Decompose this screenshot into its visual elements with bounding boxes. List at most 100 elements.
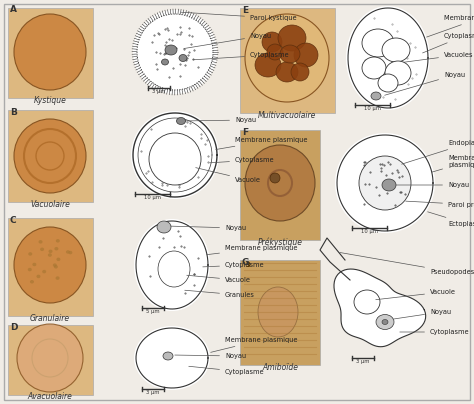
Text: Cytoplasme: Cytoplasme xyxy=(400,329,470,335)
Ellipse shape xyxy=(17,324,83,392)
Text: Noyau: Noyau xyxy=(169,225,246,231)
Ellipse shape xyxy=(267,44,283,60)
Text: A: A xyxy=(10,5,17,14)
Ellipse shape xyxy=(385,61,411,85)
Ellipse shape xyxy=(362,57,386,79)
Ellipse shape xyxy=(56,239,60,242)
Ellipse shape xyxy=(354,290,380,314)
Ellipse shape xyxy=(382,38,410,62)
Text: E: E xyxy=(242,6,248,15)
Text: Vacuoles: Vacuoles xyxy=(401,52,474,63)
Ellipse shape xyxy=(66,250,70,254)
FancyBboxPatch shape xyxy=(8,325,93,395)
Ellipse shape xyxy=(245,14,329,102)
Text: Membrane plasmique: Membrane plasmique xyxy=(207,245,298,255)
Text: B: B xyxy=(10,108,17,117)
Ellipse shape xyxy=(40,248,44,251)
Ellipse shape xyxy=(362,29,394,57)
Text: 10 µm: 10 µm xyxy=(144,195,161,200)
FancyBboxPatch shape xyxy=(8,8,93,98)
Ellipse shape xyxy=(54,265,58,269)
Text: Cytoplasme: Cytoplasme xyxy=(189,366,264,375)
Ellipse shape xyxy=(14,227,86,303)
Ellipse shape xyxy=(14,14,86,90)
Ellipse shape xyxy=(163,352,173,360)
Text: Cytoplasme: Cytoplasme xyxy=(203,262,264,268)
Text: Vacuolaire: Vacuolaire xyxy=(30,200,70,209)
Ellipse shape xyxy=(133,10,217,94)
FancyBboxPatch shape xyxy=(240,130,320,240)
Text: F: F xyxy=(242,128,248,137)
Text: Vacuole: Vacuole xyxy=(187,275,251,283)
Text: Membrane plasmique: Membrane plasmique xyxy=(216,137,308,149)
Ellipse shape xyxy=(278,25,306,51)
FancyBboxPatch shape xyxy=(8,218,93,316)
Ellipse shape xyxy=(335,133,435,233)
Text: 3 µm: 3 µm xyxy=(356,359,370,364)
Ellipse shape xyxy=(131,111,219,199)
Text: C: C xyxy=(10,216,17,225)
Text: G: G xyxy=(242,258,249,267)
Ellipse shape xyxy=(28,252,32,256)
Ellipse shape xyxy=(42,270,46,274)
Text: Granulaire: Granulaire xyxy=(30,314,70,323)
Text: Avacuolaire: Avacuolaire xyxy=(27,392,73,401)
Text: Granules: Granules xyxy=(185,290,255,298)
Ellipse shape xyxy=(176,118,185,124)
Text: Membrane plasmique: Membrane plasmique xyxy=(211,337,298,352)
Text: Vacuole: Vacuole xyxy=(196,168,261,183)
Ellipse shape xyxy=(376,314,394,330)
Ellipse shape xyxy=(14,119,86,193)
Ellipse shape xyxy=(258,287,298,337)
Ellipse shape xyxy=(371,92,381,100)
Ellipse shape xyxy=(158,251,190,287)
Text: 5 µm: 5 µm xyxy=(146,309,160,314)
Text: Cytoplasme: Cytoplasme xyxy=(193,52,290,60)
Ellipse shape xyxy=(28,268,32,271)
Ellipse shape xyxy=(68,251,73,255)
Text: Noyau: Noyau xyxy=(184,117,256,123)
Ellipse shape xyxy=(179,55,187,61)
Text: Cytoplasme: Cytoplasme xyxy=(210,157,274,163)
Ellipse shape xyxy=(346,6,430,110)
Ellipse shape xyxy=(291,63,309,81)
Text: Kystique: Kystique xyxy=(34,96,66,105)
Text: Membrane
plasmique: Membrane plasmique xyxy=(432,156,474,172)
Ellipse shape xyxy=(359,156,411,210)
Ellipse shape xyxy=(270,173,280,183)
Text: Multivacuolaire: Multivacuolaire xyxy=(258,111,316,120)
Text: 3 µm: 3 µm xyxy=(146,390,160,395)
Ellipse shape xyxy=(294,43,318,67)
Ellipse shape xyxy=(30,280,34,284)
Text: 10 µm: 10 µm xyxy=(361,229,378,234)
Ellipse shape xyxy=(48,250,53,253)
Ellipse shape xyxy=(55,276,60,280)
Ellipse shape xyxy=(165,45,177,55)
Text: Endoplasme: Endoplasme xyxy=(401,140,474,164)
Ellipse shape xyxy=(134,219,210,311)
Text: Ectoplasme: Ectoplasme xyxy=(428,212,474,227)
Text: Vacuole: Vacuole xyxy=(376,289,456,300)
Text: Noyau: Noyau xyxy=(175,353,246,359)
Ellipse shape xyxy=(149,133,201,185)
Ellipse shape xyxy=(55,247,58,250)
Text: Noyau: Noyau xyxy=(394,182,469,188)
Ellipse shape xyxy=(382,320,388,324)
Text: Paroi prékystique: Paroi prékystique xyxy=(406,201,474,208)
Ellipse shape xyxy=(48,253,52,257)
Ellipse shape xyxy=(134,326,210,390)
Ellipse shape xyxy=(53,263,57,267)
Ellipse shape xyxy=(255,53,281,77)
Text: Noyau: Noyau xyxy=(184,33,271,48)
Ellipse shape xyxy=(36,275,40,278)
Text: Noyau: Noyau xyxy=(385,72,465,95)
FancyBboxPatch shape xyxy=(8,110,93,202)
Ellipse shape xyxy=(157,221,171,233)
Text: Cytoplasme: Cytoplasme xyxy=(423,33,474,53)
Text: Noyau: Noyau xyxy=(390,309,451,320)
Ellipse shape xyxy=(262,32,282,52)
Text: Pseudopodes: Pseudopodes xyxy=(340,252,474,275)
Ellipse shape xyxy=(276,62,298,82)
Ellipse shape xyxy=(32,263,36,266)
Text: 10 µm: 10 µm xyxy=(364,106,381,111)
